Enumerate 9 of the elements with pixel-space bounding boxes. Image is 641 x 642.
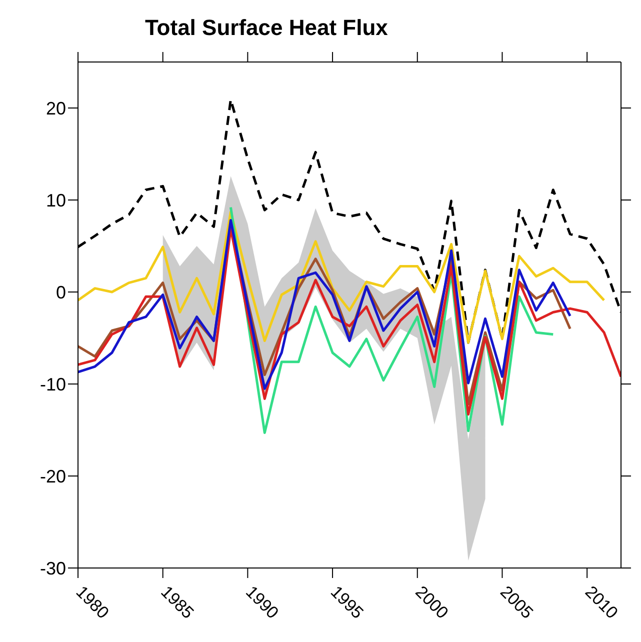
line-series [78,210,606,344]
y-tick-label: -10 [40,374,66,394]
y-tick-label: -30 [40,558,66,578]
chart-title: Total Surface Heat Flux [144,14,389,42]
y-tick-label: 10 [46,190,66,210]
y-tick-label: 0 [56,282,66,302]
y-tick-label: 20 [46,98,66,118]
line-series [78,227,621,416]
y-tick-label: -20 [40,466,66,486]
